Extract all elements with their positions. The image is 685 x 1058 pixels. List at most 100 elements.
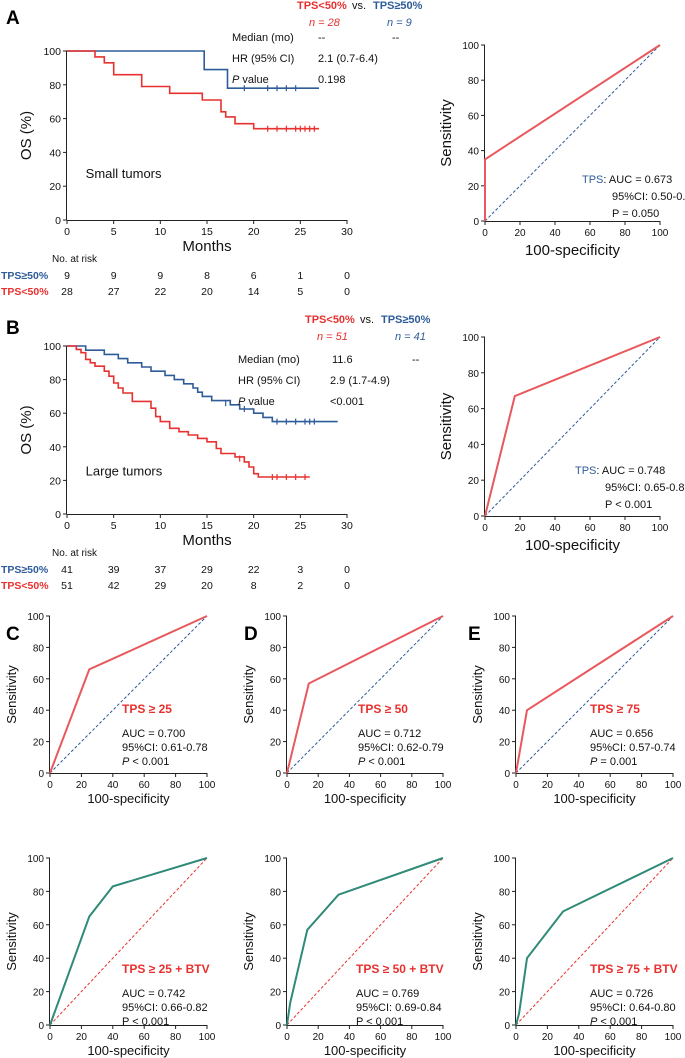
C_roc-y-tick-label: 80 (33, 643, 45, 654)
panel-label-E: E (468, 624, 481, 645)
C_roc-x-axis-label: 100-specificity (87, 791, 170, 806)
E_roc_btv-stat-auc: AUC = 0.726 (590, 988, 653, 1000)
D_roc-reference-line (286, 615, 444, 774)
E_roc_btv-y-tick-label: 0 (504, 1021, 510, 1032)
B_km-header-blue: TPS≥50% (381, 314, 431, 326)
A_roc-y-tick-label: 80 (468, 76, 480, 87)
C_roc-x-tick-label: 0 (47, 780, 53, 791)
A_km-y-tick-label: 100 (43, 46, 61, 58)
D_roc-y-tick-label: 20 (270, 738, 282, 749)
A_km-risk-row-label: TPS<50% (1, 286, 49, 298)
B_roc-x-tick-label: 20 (514, 523, 526, 534)
A_roc-stat-p: P = 0.050 (612, 208, 659, 220)
B_roc-stat-ci: 95%CI: 0.65-0.83 (605, 482, 685, 494)
C_roc-x-tick-label: 40 (107, 780, 119, 791)
C_roc-stat-p: P < 0.001 (122, 756, 169, 768)
B_km-y-tick-label: 40 (49, 442, 61, 454)
B_roc-y-tick-label: 80 (468, 369, 480, 380)
D_roc_btv-y-tick-label: 100 (264, 854, 281, 865)
D_roc-stat-p: P < 0.001 (358, 756, 405, 768)
B_roc-y-tick-label: 60 (468, 405, 480, 416)
D_roc_btv-stat-ci: 95%CI: 0.69-0.84 (356, 1002, 442, 1014)
A_roc-x-tick-label: 0 (482, 228, 488, 239)
D_roc_btv-y-tick-label: 40 (270, 954, 282, 965)
D_roc-axes: 0 20 40 60 80 100 0 20 40 60 80 100 100-specificity S… (241, 612, 452, 806)
C_roc_btv-stat-ci: 95%CI: 0.66-0.82 (122, 1002, 208, 1014)
D_roc-roc-curve (286, 615, 444, 774)
C_roc_btv-stat-p: P < 0.001 (122, 1016, 169, 1028)
A_km-y-tick-label: 40 (49, 147, 61, 159)
D_roc_btv-x-tick-label: 100 (435, 1032, 452, 1043)
A_km-risk-value: 0 (344, 286, 350, 298)
A_roc-x-tick-label: 100 (652, 228, 669, 239)
A_km-y-tick-label: 80 (49, 80, 61, 92)
C_roc-reference-line (49, 615, 208, 774)
A_roc-stat-auc: TPS: AUC = 0.673 (582, 174, 672, 186)
A_km-stat-value: 2.1 (0.7-6.4) (318, 53, 378, 65)
A_km-risk-title: No. at risk (52, 254, 98, 265)
D_roc_btv-x-tick-label: 40 (344, 1032, 356, 1043)
B_km-header-vs: vs. (360, 314, 374, 326)
E_roc_btv-y-axis-label: Sensitivity (470, 912, 485, 971)
E_roc-y-tick-label: 40 (499, 706, 511, 717)
E_roc-stat-auc: AUC = 0.656 (590, 728, 653, 740)
C_roc-y-tick-label: 20 (33, 738, 45, 749)
A_km-risk-value: 22 (154, 286, 166, 298)
C_roc-x-tick-label: 100 (199, 780, 216, 791)
D_roc-y-tick-label: 60 (270, 675, 282, 686)
D_roc-stat-tag: TPS ≥ 50 (358, 702, 408, 716)
E_roc_btv-x-tick-label: 20 (542, 1032, 554, 1043)
panel-label-A: A (6, 8, 20, 29)
B_roc-stat-auc: TPS: AUC = 0.748 (575, 465, 665, 477)
B_km-x-tick-label: 15 (201, 520, 213, 532)
E_roc-reference-line (515, 615, 674, 774)
A_km-header-blue: TPS≥50% (373, 0, 423, 12)
A_roc-reference-line (484, 44, 661, 222)
C_roc_btv-stat-tag: TPS ≥ 25 + BTV (122, 962, 210, 976)
B_km-risk-value: 41 (61, 564, 73, 576)
B_roc-y-tick-label: 40 (468, 440, 480, 451)
E_roc_btv-stat-ci: 95%CI: 0.64-0.80 (590, 1002, 676, 1014)
D_roc-x-axis-label: 100-specificity (324, 791, 407, 806)
A_km-stat-label: HR (95% CI) (232, 53, 294, 65)
D_roc_btv-x-tick-label: 60 (375, 1032, 387, 1043)
E_roc_btv-x-tick-label: 40 (573, 1032, 585, 1043)
C_roc_btv-y-axis-label: Sensitivity (4, 912, 19, 971)
D_roc-y-tick-label: 0 (275, 769, 281, 780)
A_km-annotation: Small tumors (86, 166, 162, 181)
B_roc-x-tick-label: 60 (584, 523, 596, 534)
E_roc-axes: 0 20 40 60 80 100 0 20 40 60 80 100 100-specificity S… (470, 612, 682, 806)
A_roc-y-tick-label: 0 (473, 217, 479, 228)
A_roc-y-tick-label: 20 (468, 182, 480, 193)
E_roc-x-tick-label: 20 (542, 780, 554, 791)
C_roc_btv-reference-line (49, 857, 208, 1026)
E_roc_btv-stat-p: P < 0.001 (590, 1016, 637, 1028)
D_roc_btv-roc-curve (286, 857, 444, 1026)
C_roc-x-tick-label: 80 (170, 780, 182, 791)
E_roc_btv-stat-tag: TPS ≥ 75 + BTV (590, 962, 678, 976)
B_km-x-tick-label: 5 (111, 520, 117, 532)
E_roc-stat-tag: TPS ≥ 75 (590, 702, 640, 716)
B_km-risk-value: 51 (61, 580, 73, 592)
C_roc-axes: 0 20 40 60 80 100 0 20 40 60 80 100 100-specificity S… (4, 612, 216, 806)
E_roc_btv-y-tick-label: 20 (499, 988, 511, 999)
E_roc-x-tick-label: 0 (513, 780, 519, 791)
D_roc-y-tick-label: 40 (270, 706, 282, 717)
D_roc_btv-x-axis-label: 100-specificity (324, 1043, 407, 1058)
B_km-n-blue: n = 41 (395, 331, 426, 343)
C_roc_btv-axes: 0 20 40 60 80 100 0 20 40 60 80 100 100-specificity S… (4, 854, 216, 1058)
D_roc-x-tick-label: 20 (313, 780, 325, 791)
A_km-y-tick-label: 0 (55, 215, 61, 227)
A_km-risk-value: 14 (248, 286, 260, 298)
B_km-series-red (67, 345, 310, 478)
A_km-risk-value: 5 (297, 286, 303, 298)
B_km-n-red: n = 51 (317, 331, 348, 343)
B_roc-y-axis-label: Sensitivity (438, 392, 455, 460)
E_roc-y-tick-label: 60 (499, 675, 511, 686)
A_km-series-blue (67, 50, 319, 89)
A_roc-stat-ci: 95%CI: 0.50-0.82 (612, 191, 685, 203)
C_roc-x-tick-label: 60 (139, 780, 151, 791)
C_roc_btv-y-tick-label: 20 (33, 988, 45, 999)
E_roc_btv-y-tick-label: 100 (493, 854, 510, 865)
C_roc_btv-x-tick-label: 20 (76, 1032, 88, 1043)
